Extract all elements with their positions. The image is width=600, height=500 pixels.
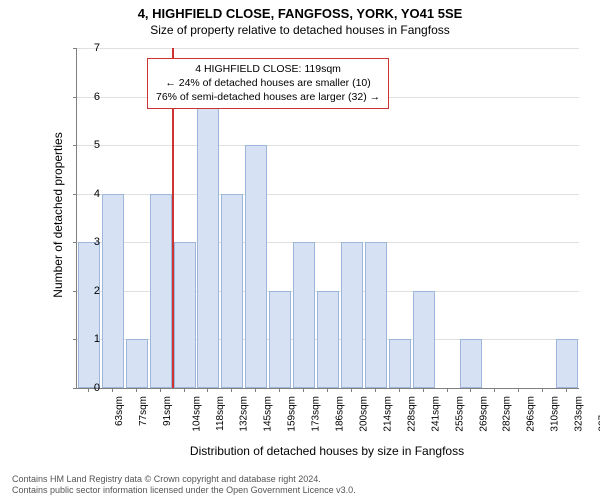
y-tick-mark bbox=[73, 97, 77, 98]
bar bbox=[221, 194, 243, 388]
x-axis-title: Distribution of detached houses by size … bbox=[76, 444, 578, 458]
x-tick-label: 186sqm bbox=[335, 396, 346, 432]
y-tick-label: 5 bbox=[80, 139, 100, 151]
x-tick-mark bbox=[447, 388, 448, 392]
x-tick-mark bbox=[351, 388, 352, 392]
bar bbox=[197, 97, 219, 388]
info-box-line-2: ← 24% of detached houses are smaller (10… bbox=[156, 76, 380, 90]
x-tick-mark bbox=[542, 388, 543, 392]
x-tick-container: 63sqm 77sqm 91sqm 104sqm 118sqm 132sqm 145sqm 1… bbox=[76, 388, 578, 448]
footer-attribution: Contains HM Land Registry data © Crown c… bbox=[12, 474, 356, 497]
y-tick-label: 3 bbox=[80, 236, 100, 248]
x-tick-mark bbox=[303, 388, 304, 392]
gridline bbox=[77, 145, 579, 146]
footer-line-1: Contains HM Land Registry data © Crown c… bbox=[12, 474, 356, 485]
y-tick-label: 0 bbox=[80, 382, 100, 394]
info-box-line-3: 76% of semi-detached houses are larger (… bbox=[156, 90, 380, 104]
bar bbox=[556, 339, 578, 388]
x-tick-mark bbox=[112, 388, 113, 392]
x-tick-label: 241sqm bbox=[430, 396, 441, 432]
y-tick-label: 7 bbox=[80, 42, 100, 54]
bar bbox=[245, 145, 267, 388]
bar bbox=[174, 242, 196, 388]
bar bbox=[460, 339, 482, 388]
bar bbox=[317, 291, 339, 388]
chart-container: Number of detached properties 4 HIGHFIEL… bbox=[48, 48, 578, 418]
x-tick-label: 63sqm bbox=[114, 396, 125, 426]
y-tick-mark bbox=[73, 242, 77, 243]
x-tick-label: 77sqm bbox=[138, 396, 149, 426]
info-box: 4 HIGHFIELD CLOSE: 119sqm← 24% of detach… bbox=[147, 58, 389, 109]
x-tick-mark bbox=[207, 388, 208, 392]
y-tick-label: 4 bbox=[80, 188, 100, 200]
x-tick-mark bbox=[399, 388, 400, 392]
bar bbox=[341, 242, 363, 388]
bar bbox=[78, 242, 100, 388]
x-tick-mark bbox=[231, 388, 232, 392]
x-tick-label: 132sqm bbox=[239, 396, 250, 432]
bar bbox=[389, 339, 411, 388]
bar bbox=[150, 194, 172, 388]
x-tick-label: 118sqm bbox=[214, 396, 225, 431]
x-tick-label: 159sqm bbox=[287, 396, 298, 432]
y-tick-mark bbox=[73, 194, 77, 195]
x-tick-label: 145sqm bbox=[263, 396, 274, 432]
x-tick-label: 323sqm bbox=[574, 396, 585, 432]
x-tick-label: 104sqm bbox=[191, 396, 202, 432]
x-tick-mark bbox=[160, 388, 161, 392]
y-tick-mark bbox=[73, 145, 77, 146]
plot-area: 4 HIGHFIELD CLOSE: 119sqm← 24% of detach… bbox=[76, 48, 579, 389]
x-tick-mark bbox=[566, 388, 567, 392]
x-tick-mark bbox=[423, 388, 424, 392]
y-tick-mark bbox=[73, 339, 77, 340]
bar bbox=[293, 242, 315, 388]
bar bbox=[365, 242, 387, 388]
x-tick-mark bbox=[279, 388, 280, 392]
x-tick-mark bbox=[518, 388, 519, 392]
x-tick-mark bbox=[136, 388, 137, 392]
info-box-line-1: 4 HIGHFIELD CLOSE: 119sqm bbox=[156, 62, 380, 76]
y-tick-label: 1 bbox=[80, 333, 100, 345]
x-tick-label: 255sqm bbox=[454, 396, 465, 432]
x-tick-label: 200sqm bbox=[359, 396, 370, 432]
x-tick-label: 91sqm bbox=[162, 396, 173, 426]
x-tick-mark bbox=[375, 388, 376, 392]
x-tick-mark bbox=[184, 388, 185, 392]
x-tick-mark bbox=[494, 388, 495, 392]
bar bbox=[413, 291, 435, 388]
x-tick-label: 173sqm bbox=[311, 396, 322, 432]
x-tick-label: 214sqm bbox=[382, 396, 393, 432]
x-tick-label: 228sqm bbox=[406, 396, 417, 432]
bar bbox=[126, 339, 148, 388]
y-tick-mark bbox=[73, 48, 77, 49]
y-tick-mark bbox=[73, 291, 77, 292]
x-tick-label: 310sqm bbox=[550, 396, 561, 432]
x-tick-label: 269sqm bbox=[478, 396, 489, 432]
chart-title-1: 4, HIGHFIELD CLOSE, FANGFOSS, YORK, YO41… bbox=[0, 0, 600, 23]
x-tick-mark bbox=[470, 388, 471, 392]
y-axis-title: Number of detached properties bbox=[51, 115, 65, 315]
x-tick-label: 282sqm bbox=[502, 396, 513, 432]
y-tick-label: 6 bbox=[80, 91, 100, 103]
x-tick-mark bbox=[255, 388, 256, 392]
y-tick-label: 2 bbox=[80, 285, 100, 297]
footer-line-2: Contains public sector information licen… bbox=[12, 485, 356, 496]
gridline bbox=[77, 48, 579, 49]
bar bbox=[102, 194, 124, 388]
chart-title-2: Size of property relative to detached ho… bbox=[0, 23, 600, 39]
x-tick-label: 296sqm bbox=[526, 396, 537, 432]
x-tick-mark bbox=[327, 388, 328, 392]
bar bbox=[269, 291, 291, 388]
